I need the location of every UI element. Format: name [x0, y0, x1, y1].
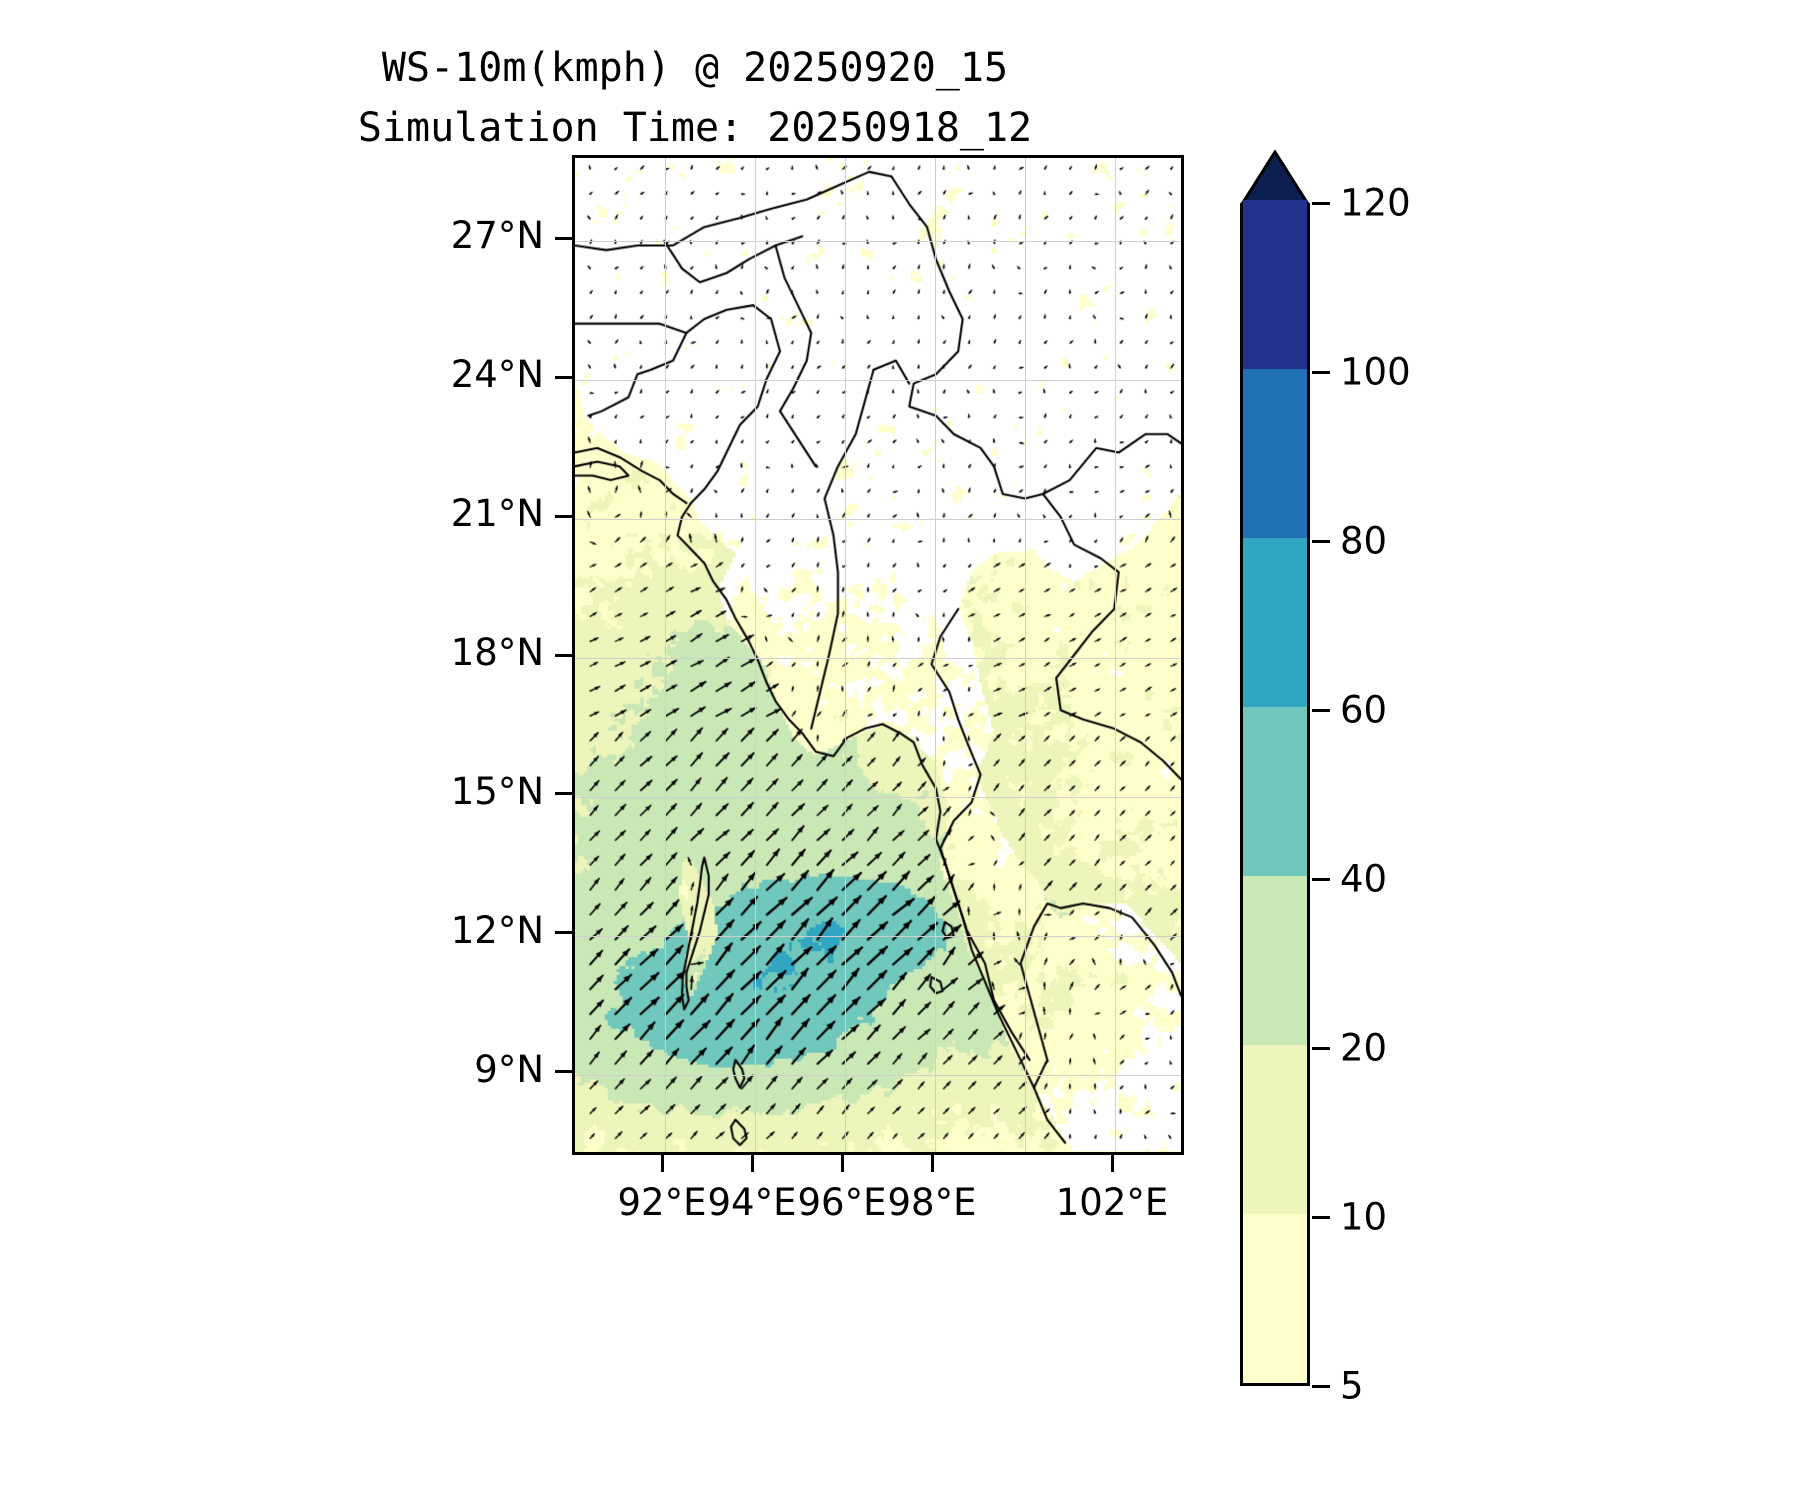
ytick-label-21: 21°N — [450, 492, 544, 536]
colorbar-segment-5_10 — [1243, 1213, 1307, 1383]
colorbar-label-60: 60 — [1340, 688, 1388, 732]
colorbar-tick-120 — [1312, 201, 1330, 205]
ytick-mark-18 — [555, 653, 572, 657]
ytick-label-18: 18°N — [450, 631, 544, 674]
xtick-mark-102 — [1110, 1155, 1114, 1172]
ytick-mark-27 — [555, 236, 572, 240]
colorbar-label-100: 100 — [1340, 350, 1411, 394]
xtick-mark-98 — [930, 1155, 934, 1172]
colorbar-segment-100_120 — [1243, 199, 1307, 369]
xtick-mark-94 — [750, 1155, 754, 1172]
xtick-label-102: 102°E — [1055, 1181, 1169, 1224]
ytick-label-9: 9°N — [474, 1047, 544, 1091]
colorbar-label-10: 10 — [1340, 1195, 1388, 1239]
ytick-label-12: 12°N — [450, 908, 544, 952]
colorbar-tick-40 — [1312, 877, 1330, 881]
gridline-lat-24 — [575, 380, 1181, 382]
gridline-lon-98 — [935, 158, 936, 1152]
gridline-lon-94 — [755, 158, 756, 1152]
gridline-lat-12 — [575, 935, 1181, 937]
title-line-1: WS-10m(kmph) @ 20250920_15 — [381, 45, 1009, 91]
wind-speed-contour-layer — [575, 158, 1181, 1152]
colorbar-segment-60_80 — [1243, 537, 1307, 707]
xtick-label-98: 98°E — [887, 1181, 977, 1224]
colorbar-extend-arrow-icon — [1240, 150, 1310, 206]
xtick-label-92: 92°E — [617, 1181, 707, 1224]
gridline-lat-27 — [575, 241, 1181, 243]
ytick-mark-15 — [555, 792, 572, 796]
map-plot-area — [572, 155, 1184, 1155]
gridline-lon-100 — [1025, 158, 1026, 1152]
colorbar[interactable]: 120 100 80 60 40 20 10 5 — [1232, 150, 1652, 1408]
gridline-lat-9 — [575, 1074, 1181, 1076]
colorbar-tick-100 — [1312, 370, 1330, 374]
colorbar-segment-20_40 — [1243, 875, 1307, 1045]
gridline-lon-92 — [665, 158, 666, 1152]
xtick-mark-96 — [840, 1155, 844, 1172]
ytick-label-24: 24°N — [450, 353, 544, 397]
colorbar-segment-80_100 — [1243, 368, 1307, 538]
colorbar-label-120: 120 — [1340, 181, 1411, 225]
colorbar-label-40: 40 — [1340, 857, 1388, 901]
xtick-label-94: 94°E — [707, 1181, 797, 1224]
gridline-lon-102 — [1115, 158, 1116, 1152]
colorbar-label-80: 80 — [1340, 519, 1388, 563]
colorbar-tick-80 — [1312, 539, 1330, 543]
xtick-mark-92 — [660, 1155, 664, 1172]
colorbar-segment-10_20 — [1243, 1044, 1307, 1214]
colorbar-tick-10 — [1312, 1215, 1330, 1219]
ytick-mark-24 — [555, 375, 572, 379]
ytick-label-15: 15°N — [450, 769, 544, 813]
colorbar-tick-5 — [1312, 1384, 1330, 1388]
gridline-lon-96 — [845, 158, 846, 1152]
colorbar-tick-60 — [1312, 708, 1330, 712]
colorbar-gradient — [1240, 199, 1310, 1386]
ytick-mark-12 — [555, 931, 572, 935]
colorbar-segment-40_60 — [1243, 706, 1307, 876]
xtick-label-96: 96°E — [797, 1181, 887, 1224]
ytick-mark-21 — [555, 514, 572, 518]
colorbar-label-5: 5 — [1340, 1364, 1364, 1408]
ytick-mark-9 — [555, 1070, 572, 1074]
colorbar-tick-20 — [1312, 1046, 1330, 1050]
title-line-2: Simulation Time: 20250918_12 — [357, 105, 1033, 151]
ytick-label-27: 27°N — [450, 214, 544, 258]
gridline-lat-21 — [575, 519, 1181, 521]
colorbar-label-20: 20 — [1340, 1026, 1388, 1070]
chart-title-block: WS-10m(kmph) @ 20250920_15 Simulation Ti… — [0, 38, 1390, 158]
gridline-lat-18 — [575, 658, 1181, 659]
gridline-lat-15 — [575, 796, 1181, 798]
